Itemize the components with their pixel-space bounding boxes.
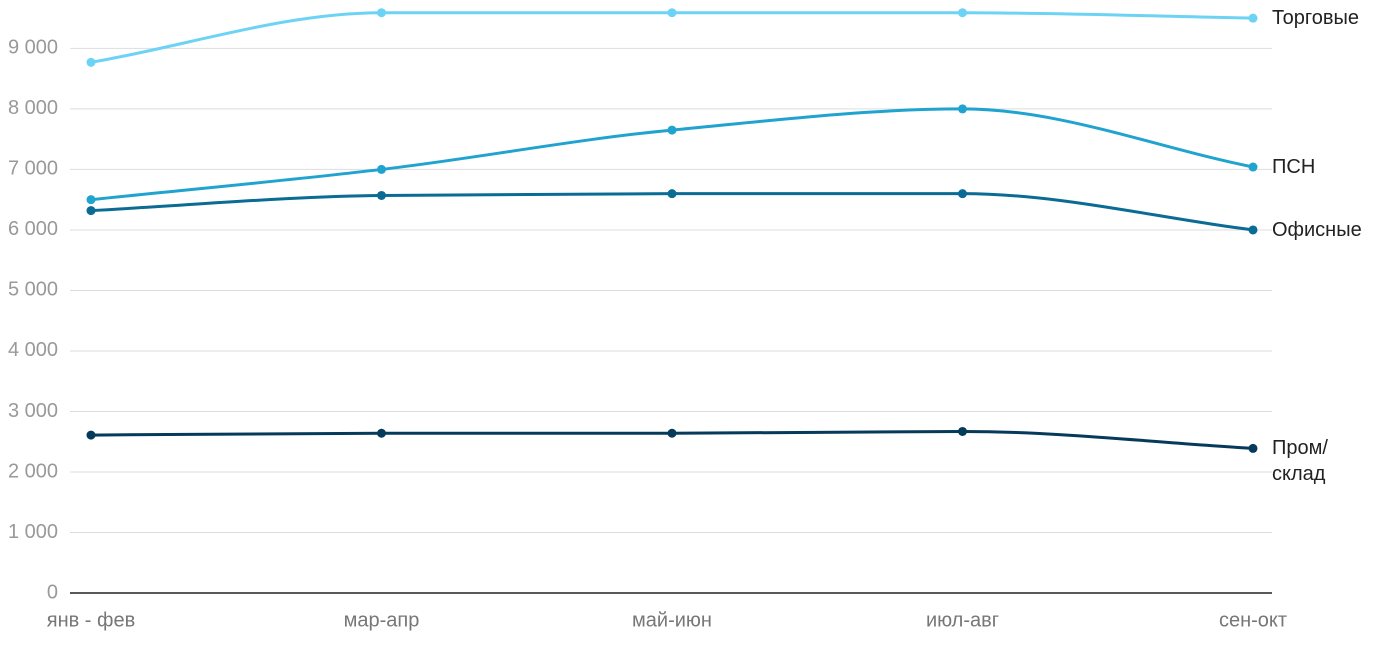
point bbox=[86, 430, 96, 440]
y-tick-label: 8 000 bbox=[8, 97, 58, 119]
series-line bbox=[90, 192, 1254, 232]
x-tick-label: мар-апр bbox=[344, 609, 420, 631]
series-label: Торговые bbox=[1272, 7, 1360, 30]
point bbox=[377, 428, 386, 438]
x-tick-label: сен-окт bbox=[1219, 609, 1287, 631]
y-tick-label: 4 000 bbox=[8, 339, 58, 361]
point bbox=[86, 206, 96, 216]
x-tick-label: июл-авг bbox=[926, 609, 999, 631]
y-tick-label: 0 bbox=[47, 581, 58, 603]
point bbox=[667, 428, 677, 438]
y-tick-label: 5 000 bbox=[8, 279, 58, 301]
point bbox=[86, 57, 96, 67]
series-label: ПСН bbox=[1272, 156, 1316, 178]
point bbox=[377, 164, 386, 174]
point bbox=[86, 195, 96, 205]
point bbox=[1248, 162, 1258, 172]
point bbox=[1248, 225, 1258, 235]
y-tick-label: 2 000 bbox=[8, 460, 58, 482]
y-tick-label: 7 000 bbox=[8, 158, 58, 180]
y-tick-label: 1 000 bbox=[8, 521, 58, 543]
point bbox=[1248, 13, 1258, 23]
series-line bbox=[90, 11, 1254, 64]
series-label: Офисные bbox=[1272, 218, 1362, 241]
y-tick-label: 3 000 bbox=[8, 400, 58, 422]
point bbox=[958, 8, 967, 18]
y-tick-label: 9 000 bbox=[8, 37, 58, 59]
point bbox=[958, 426, 967, 436]
point bbox=[667, 125, 677, 135]
point bbox=[958, 104, 967, 114]
x-tick-label: янв - фев bbox=[47, 609, 135, 631]
point bbox=[958, 189, 967, 199]
series-line bbox=[90, 107, 1254, 202]
point bbox=[667, 8, 677, 18]
series-label: Пром/ склад bbox=[1272, 437, 1328, 486]
point bbox=[377, 190, 386, 200]
point bbox=[377, 8, 386, 18]
point bbox=[1248, 443, 1258, 453]
y-tick-label: 6 000 bbox=[8, 218, 58, 240]
x-tick-label: май-июн bbox=[632, 609, 712, 631]
point bbox=[667, 189, 677, 199]
